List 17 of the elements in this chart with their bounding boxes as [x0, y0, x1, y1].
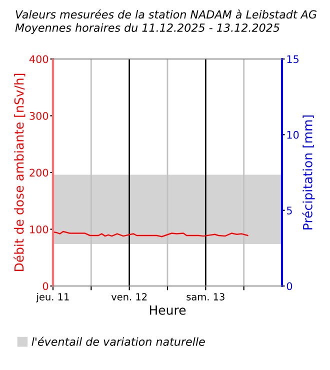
chart-title: Valeurs mesurées de la station NADAM à Leibstadt AG Moyennes horaires du 11.12.2025 - 13.12.2025: [15, 10, 316, 34]
x-tick-label: sam. 13: [186, 293, 224, 300]
y-tick-label: 300: [30, 112, 48, 120]
x-tick-label: ven. 12: [111, 293, 147, 300]
y-tick-label: 200: [30, 168, 48, 177]
x-tick-label: jeu. 11: [36, 292, 69, 302]
y2-tick-label: 10: [287, 130, 299, 139]
y2-axis-title: Précipitation [mm]: [302, 115, 315, 230]
y-tick-label: 0: [42, 282, 48, 290]
x-axis-title: Heure: [150, 306, 186, 315]
y2-tick-label: 0: [286, 282, 292, 290]
y-axis-title: Débit de dose ambiante [nSv/h]: [14, 74, 26, 272]
y-tick-label: 400: [29, 55, 48, 64]
y2-tick-label: 15: [287, 55, 299, 64]
y-tick-label: 100: [30, 225, 48, 234]
legend-label: l'éventail de variation naturelle: [32, 336, 205, 346]
y2-tick-label: 5: [286, 206, 292, 214]
